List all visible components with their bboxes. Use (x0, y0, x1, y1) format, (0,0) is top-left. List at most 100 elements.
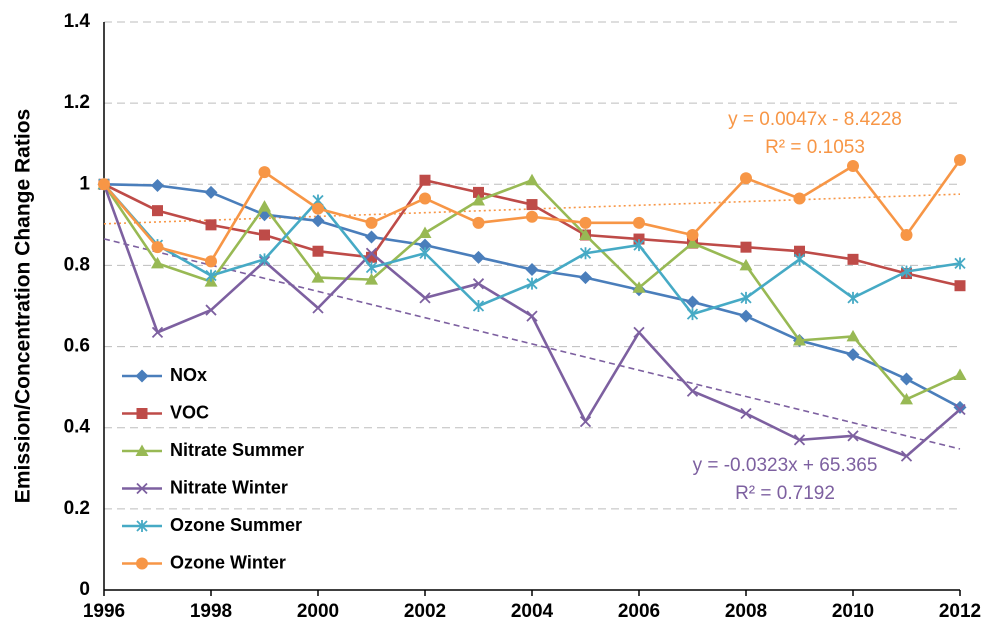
marker (900, 372, 913, 386)
y-tick-label: 0 (79, 579, 90, 600)
marker (419, 292, 431, 304)
marker (740, 407, 752, 420)
marker (419, 174, 431, 186)
marker (151, 326, 164, 339)
marker (259, 229, 270, 241)
marker (579, 271, 592, 285)
marker (205, 255, 217, 268)
marker (579, 228, 592, 240)
trendline-r2: R² = 0.1053 (765, 137, 865, 158)
marker (205, 304, 217, 316)
y-axis-label: Emission/Concentration Change Ratios (12, 109, 35, 503)
marker (633, 216, 645, 229)
marker (953, 368, 967, 380)
marker (740, 172, 752, 185)
marker (794, 245, 805, 257)
marker (739, 309, 753, 323)
marker (205, 219, 217, 231)
marker (258, 200, 271, 212)
marker (633, 233, 645, 245)
marker (151, 241, 164, 254)
marker (740, 291, 752, 304)
y-tick-label: 0.4 (64, 417, 91, 438)
y-tick-label: 1 (79, 173, 90, 194)
marker (365, 247, 378, 259)
marker (204, 185, 218, 199)
marker (847, 291, 859, 304)
y-tick-label: 0.2 (64, 498, 90, 519)
marker (312, 202, 324, 215)
marker (312, 245, 324, 257)
legend-label: VOC (170, 402, 209, 422)
marker (472, 300, 485, 312)
marker (900, 265, 913, 278)
marker (472, 194, 485, 206)
x-tick-label: 2006 (618, 601, 660, 622)
series (98, 153, 966, 268)
marker (793, 333, 806, 346)
marker (365, 216, 378, 229)
marker (365, 273, 378, 285)
legend-label: NOx (170, 365, 207, 385)
marker (793, 253, 806, 266)
marker (151, 256, 164, 269)
legend-label: Nitrate Winter (170, 477, 288, 497)
marker (847, 253, 859, 265)
marker (472, 250, 485, 264)
marker (419, 192, 431, 205)
y-tick-label: 0.6 (64, 336, 90, 357)
marker (579, 247, 592, 260)
marker (472, 216, 485, 229)
trendline-equation: y = -0.0323x + 65.365 (693, 455, 878, 476)
marker (311, 271, 325, 283)
x-tick-label: 2002 (404, 601, 446, 622)
marker (136, 520, 148, 532)
marker (579, 216, 592, 229)
x-tick-label: 2008 (725, 601, 767, 622)
marker (419, 247, 431, 260)
marker (136, 557, 148, 570)
marker (954, 257, 966, 270)
x-tick-label: 2010 (832, 601, 874, 622)
marker (472, 278, 485, 290)
x-tick-label: 1996 (83, 601, 125, 622)
marker (526, 310, 538, 322)
marker (311, 214, 325, 228)
marker (954, 403, 966, 416)
marker (152, 205, 163, 217)
marker (632, 281, 646, 293)
x-tick-label: 2004 (511, 601, 554, 622)
marker (151, 179, 164, 193)
y-tick-label: 1.2 (64, 92, 90, 113)
marker (686, 229, 699, 241)
legend-label: Ozone Summer (170, 515, 302, 535)
marker (258, 166, 271, 179)
marker (366, 251, 377, 263)
marker (793, 192, 806, 205)
marker (633, 239, 645, 252)
y-tick-label: 1.4 (64, 11, 91, 32)
marker (365, 230, 378, 244)
marker (525, 262, 539, 276)
legend-label: Ozone Winter (170, 552, 286, 572)
trendline-equation: y = 0.0047x - 8.4228 (728, 109, 902, 130)
marker (473, 186, 484, 198)
marker (136, 408, 148, 419)
marker (135, 444, 149, 456)
series (97, 173, 967, 405)
marker (258, 253, 271, 266)
marker (526, 277, 538, 290)
marker (205, 269, 217, 282)
marker (846, 329, 860, 342)
trendline (103, 238, 961, 450)
marker (526, 199, 538, 211)
marker (954, 153, 966, 166)
marker (525, 173, 539, 186)
marker (739, 258, 753, 271)
marker (633, 326, 645, 339)
marker (418, 238, 432, 252)
marker (846, 348, 860, 362)
marker (686, 295, 699, 309)
legend-label: Nitrate Summer (170, 440, 304, 460)
